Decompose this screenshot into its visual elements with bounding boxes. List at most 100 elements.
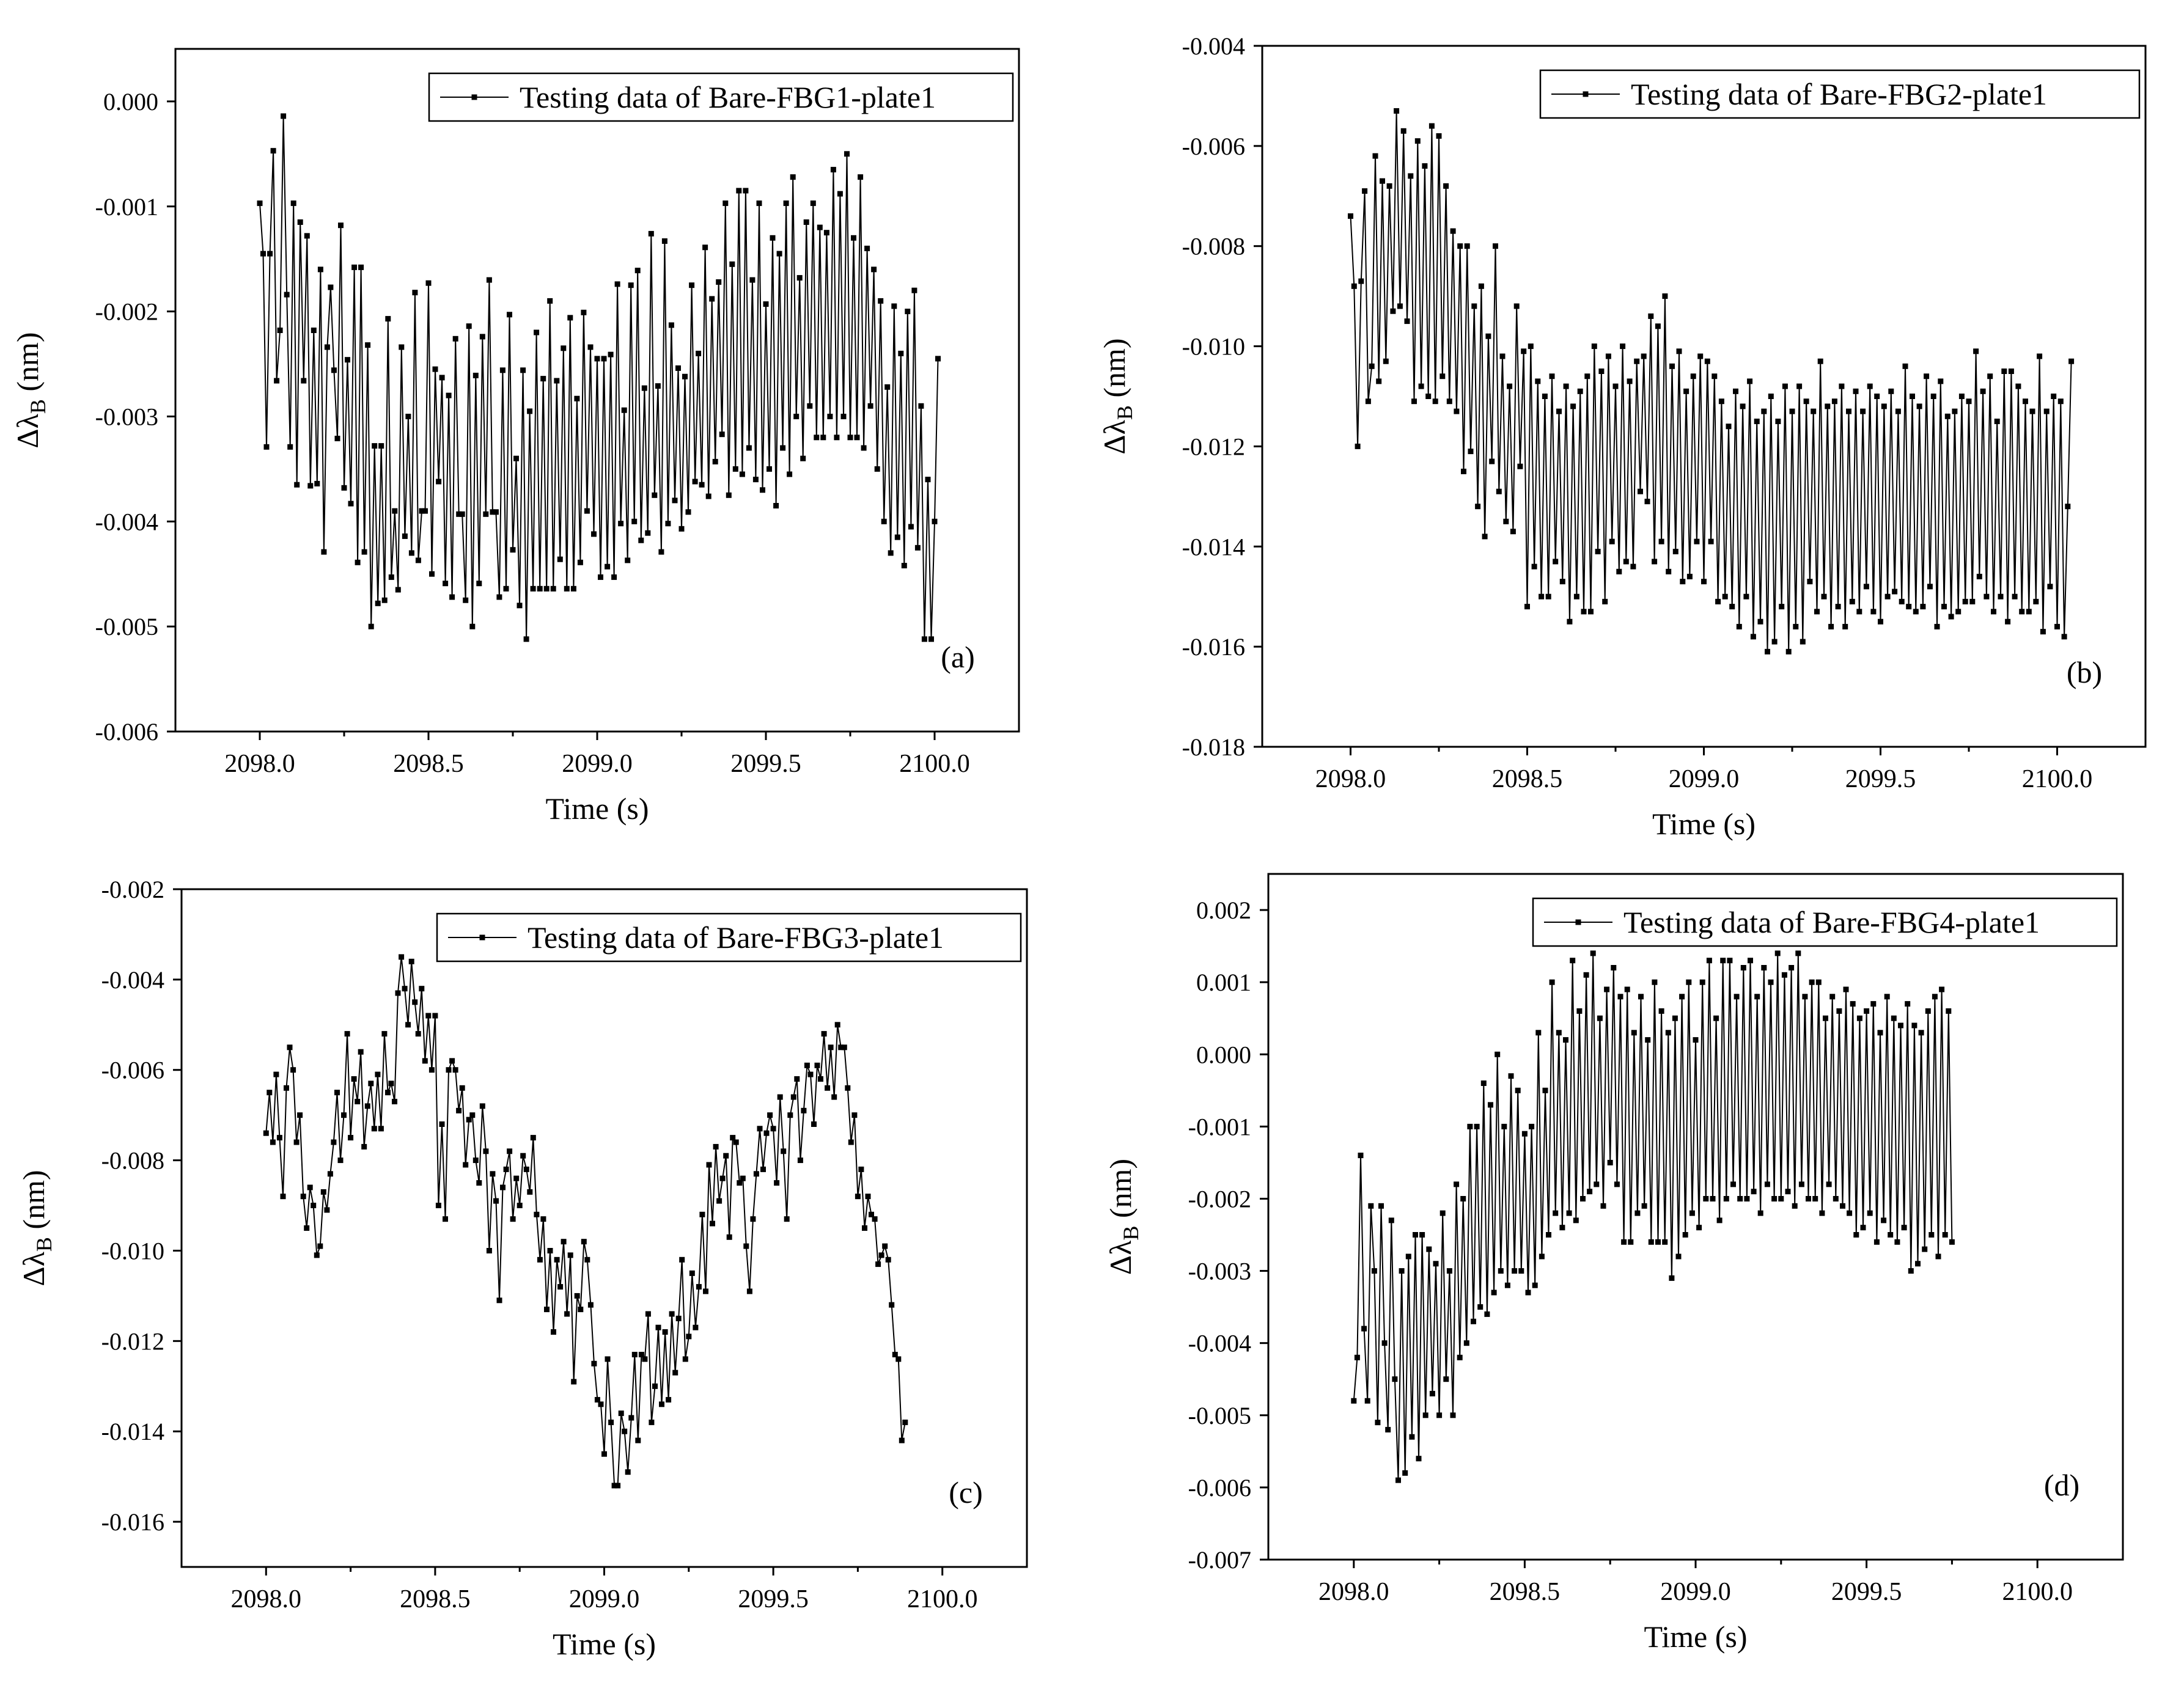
y-tick-label: -0.018 <box>1182 733 1245 761</box>
data-point <box>1380 178 1385 184</box>
data-point <box>1870 609 1877 615</box>
data-point <box>435 1203 441 1208</box>
x-tick-label: 2099.5 <box>1845 765 1916 793</box>
data-point <box>1644 499 1650 505</box>
data-point <box>551 1329 556 1335</box>
data-point <box>297 1112 303 1118</box>
data-point <box>1812 1196 1818 1201</box>
data-point <box>358 1049 364 1055</box>
data-point <box>446 392 452 398</box>
data-point <box>311 328 317 333</box>
data-point <box>756 200 762 207</box>
y-axis-symbol: Δλ <box>10 414 45 448</box>
data-point <box>682 1356 688 1362</box>
data-point <box>1867 383 1873 389</box>
data-point <box>378 1126 384 1132</box>
data-point <box>1715 598 1721 604</box>
data-point <box>314 480 320 486</box>
data-point <box>598 574 603 580</box>
data-point <box>682 373 688 380</box>
data-point <box>1485 333 1491 339</box>
data-point <box>510 547 516 553</box>
data-point <box>1474 1123 1480 1129</box>
x-tick-label: 2098.5 <box>1490 1578 1561 1606</box>
x-axis-label: Time (s) <box>1644 1619 1747 1654</box>
data-point <box>294 482 300 488</box>
y-axis-label: ΔλB (nm) <box>1097 338 1137 454</box>
data-point <box>517 1203 523 1208</box>
data-point <box>321 549 327 555</box>
data-point <box>1418 383 1424 389</box>
data-point <box>737 1180 743 1186</box>
data-point <box>1924 373 1930 380</box>
data-point <box>1901 1225 1907 1231</box>
data-point <box>1631 1030 1637 1036</box>
x-tick-label: 2098.0 <box>231 1585 302 1613</box>
data-point <box>790 174 796 180</box>
data-point <box>2057 398 2064 405</box>
data-point <box>1768 979 1774 985</box>
data-point <box>796 275 803 281</box>
data-point <box>1686 979 1692 985</box>
data-point <box>838 1044 844 1051</box>
data-point <box>1948 614 1954 620</box>
data-point <box>601 1451 607 1457</box>
data-point <box>1906 604 1912 610</box>
data-point <box>898 350 904 356</box>
legend-marker <box>479 934 485 941</box>
data-point <box>372 443 378 449</box>
data-point <box>1584 373 1590 380</box>
data-point <box>1775 419 1781 424</box>
data-point <box>882 1243 888 1249</box>
data-point <box>689 1270 695 1276</box>
data-point <box>662 1329 668 1335</box>
y-axis-symbol: Δλ <box>1097 420 1131 454</box>
y-tick-label: 0.000 <box>103 88 158 116</box>
chart-panel-3: 2098.0 2098.5 2099.0 2099.5 2100.0 -0.002 -0.0… <box>17 876 1028 1661</box>
data-point <box>1394 108 1400 114</box>
data-point <box>1365 398 1371 405</box>
data-point <box>1358 1153 1364 1159</box>
data-point <box>840 414 847 419</box>
data-point <box>1397 303 1403 309</box>
data-point <box>1747 378 1753 384</box>
data-point <box>1823 1015 1828 1021</box>
data-point <box>537 1256 543 1263</box>
data-point <box>348 1135 354 1141</box>
data-point <box>1628 1239 1634 1245</box>
data-point <box>638 1352 644 1357</box>
data-point <box>1648 313 1654 319</box>
data-point <box>1888 388 1894 394</box>
data-point <box>2068 358 2075 364</box>
data-point <box>1371 1268 1377 1274</box>
data-point <box>803 219 809 225</box>
data-point <box>381 597 388 603</box>
chart-panel-1: 2098.0 2098.5 2099.0 2099.5 2100.0 0.000 -0.00… <box>10 48 1020 826</box>
data-point <box>837 191 843 197</box>
data-point <box>1740 403 1746 409</box>
data-point <box>638 537 644 543</box>
y-tick-label: -0.010 <box>101 1237 164 1264</box>
data-point <box>574 1293 580 1299</box>
data-point <box>1744 1196 1750 1201</box>
data-point <box>2005 618 2011 625</box>
data-point <box>263 1130 269 1136</box>
data-point <box>1402 1470 1408 1476</box>
data-point <box>324 344 330 350</box>
data-point <box>277 328 283 333</box>
data-point <box>669 1311 675 1317</box>
y-tick-label: -0.004 <box>95 508 158 535</box>
data-point <box>1638 488 1643 494</box>
data-point <box>750 1216 756 1222</box>
data-point <box>793 414 800 419</box>
data-point <box>328 284 334 290</box>
data-point <box>1798 1181 1804 1187</box>
data-point <box>270 1139 276 1145</box>
data-point <box>1991 609 1996 615</box>
chart-panel-2: 2098.0 2098.5 2099.0 2099.5 2100.0 -0.004 -0.0… <box>1097 32 2147 841</box>
data-point <box>1942 1232 1948 1238</box>
data-point <box>1529 1123 1535 1129</box>
data-point <box>1796 383 1803 389</box>
data-point <box>902 1419 908 1425</box>
data-point <box>267 1090 273 1096</box>
